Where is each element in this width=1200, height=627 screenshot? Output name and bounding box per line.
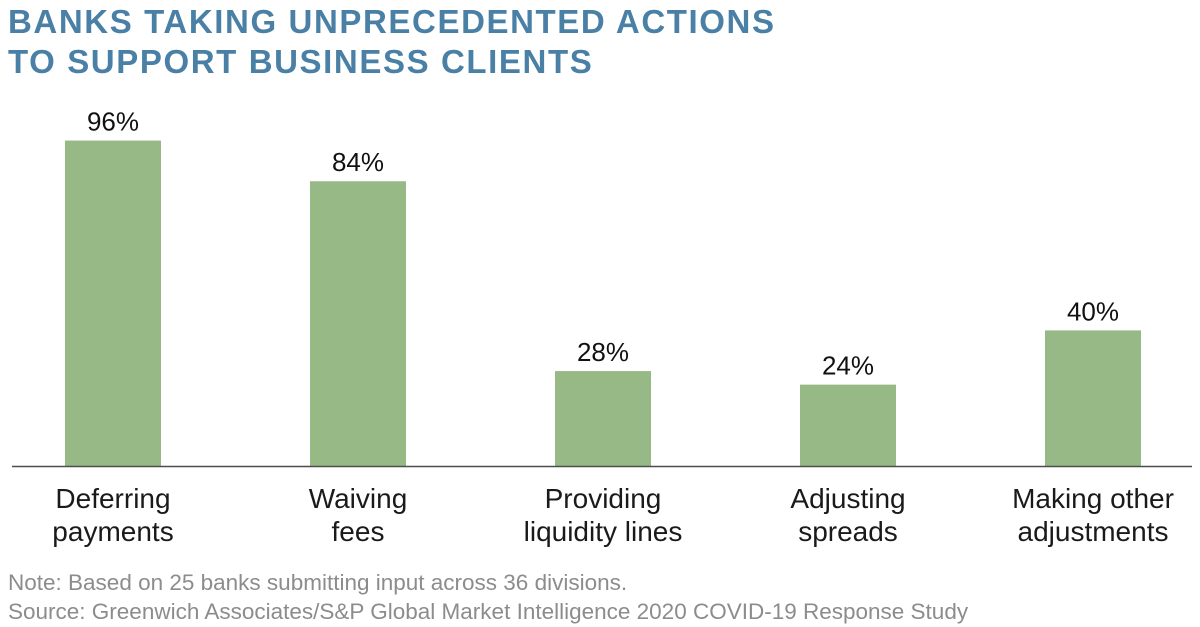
value-label-providing-liquidity-lines: 28% [577,337,629,367]
value-labels-group: 96% 84% 28% 24% 40% [87,107,1119,381]
bar-adjusting-spreads [800,384,896,466]
value-label-waiving-fees: 84% [332,147,384,177]
bar-chart: 96% 84% 28% 24% 40% Deferring payments Waiving… [12,107,1192,547]
chart-title-line-2: TO SUPPORT BUSINESS CLIENTS [8,43,594,80]
value-label-making-other-adjustments: 40% [1067,296,1119,326]
category-label-waiving-fees: Waiving fees [309,483,408,547]
category-label-making-other-adjustments: Making other adjustments [1012,483,1174,547]
category-label-adjusting-spreads: Adjusting spreads [790,483,905,547]
bars-group [65,140,1141,467]
chart-title-line-1: BANKS TAKING UNPRECEDENTED ACTIONS [8,3,776,40]
bar-making-other-adjustments [1045,330,1141,466]
note-text: Note: Based on 25 banks submitting input… [8,570,628,595]
value-label-adjusting-spreads: 24% [822,351,874,381]
bar-providing-liquidity-lines [555,371,651,466]
category-label-deferring-payments: Deferring payments [52,483,173,547]
value-label-deferring-payments: 96% [87,107,139,137]
source-text: Source: Greenwich Associates/S&P Global … [8,599,969,624]
chart-notes: Note: Based on 25 banks submitting input… [8,568,968,626]
category-labels-group: Deferring payments Waiving fees Providing liq… [52,483,1174,547]
chart-title: BANKS TAKING UNPRECEDENTED ACTIONS TO SU… [8,2,776,82]
bar-deferring-payments [65,140,161,466]
bar-waiving-fees [310,181,406,467]
category-label-providing-liquidity-lines: Providing liquidity lines [524,483,683,547]
